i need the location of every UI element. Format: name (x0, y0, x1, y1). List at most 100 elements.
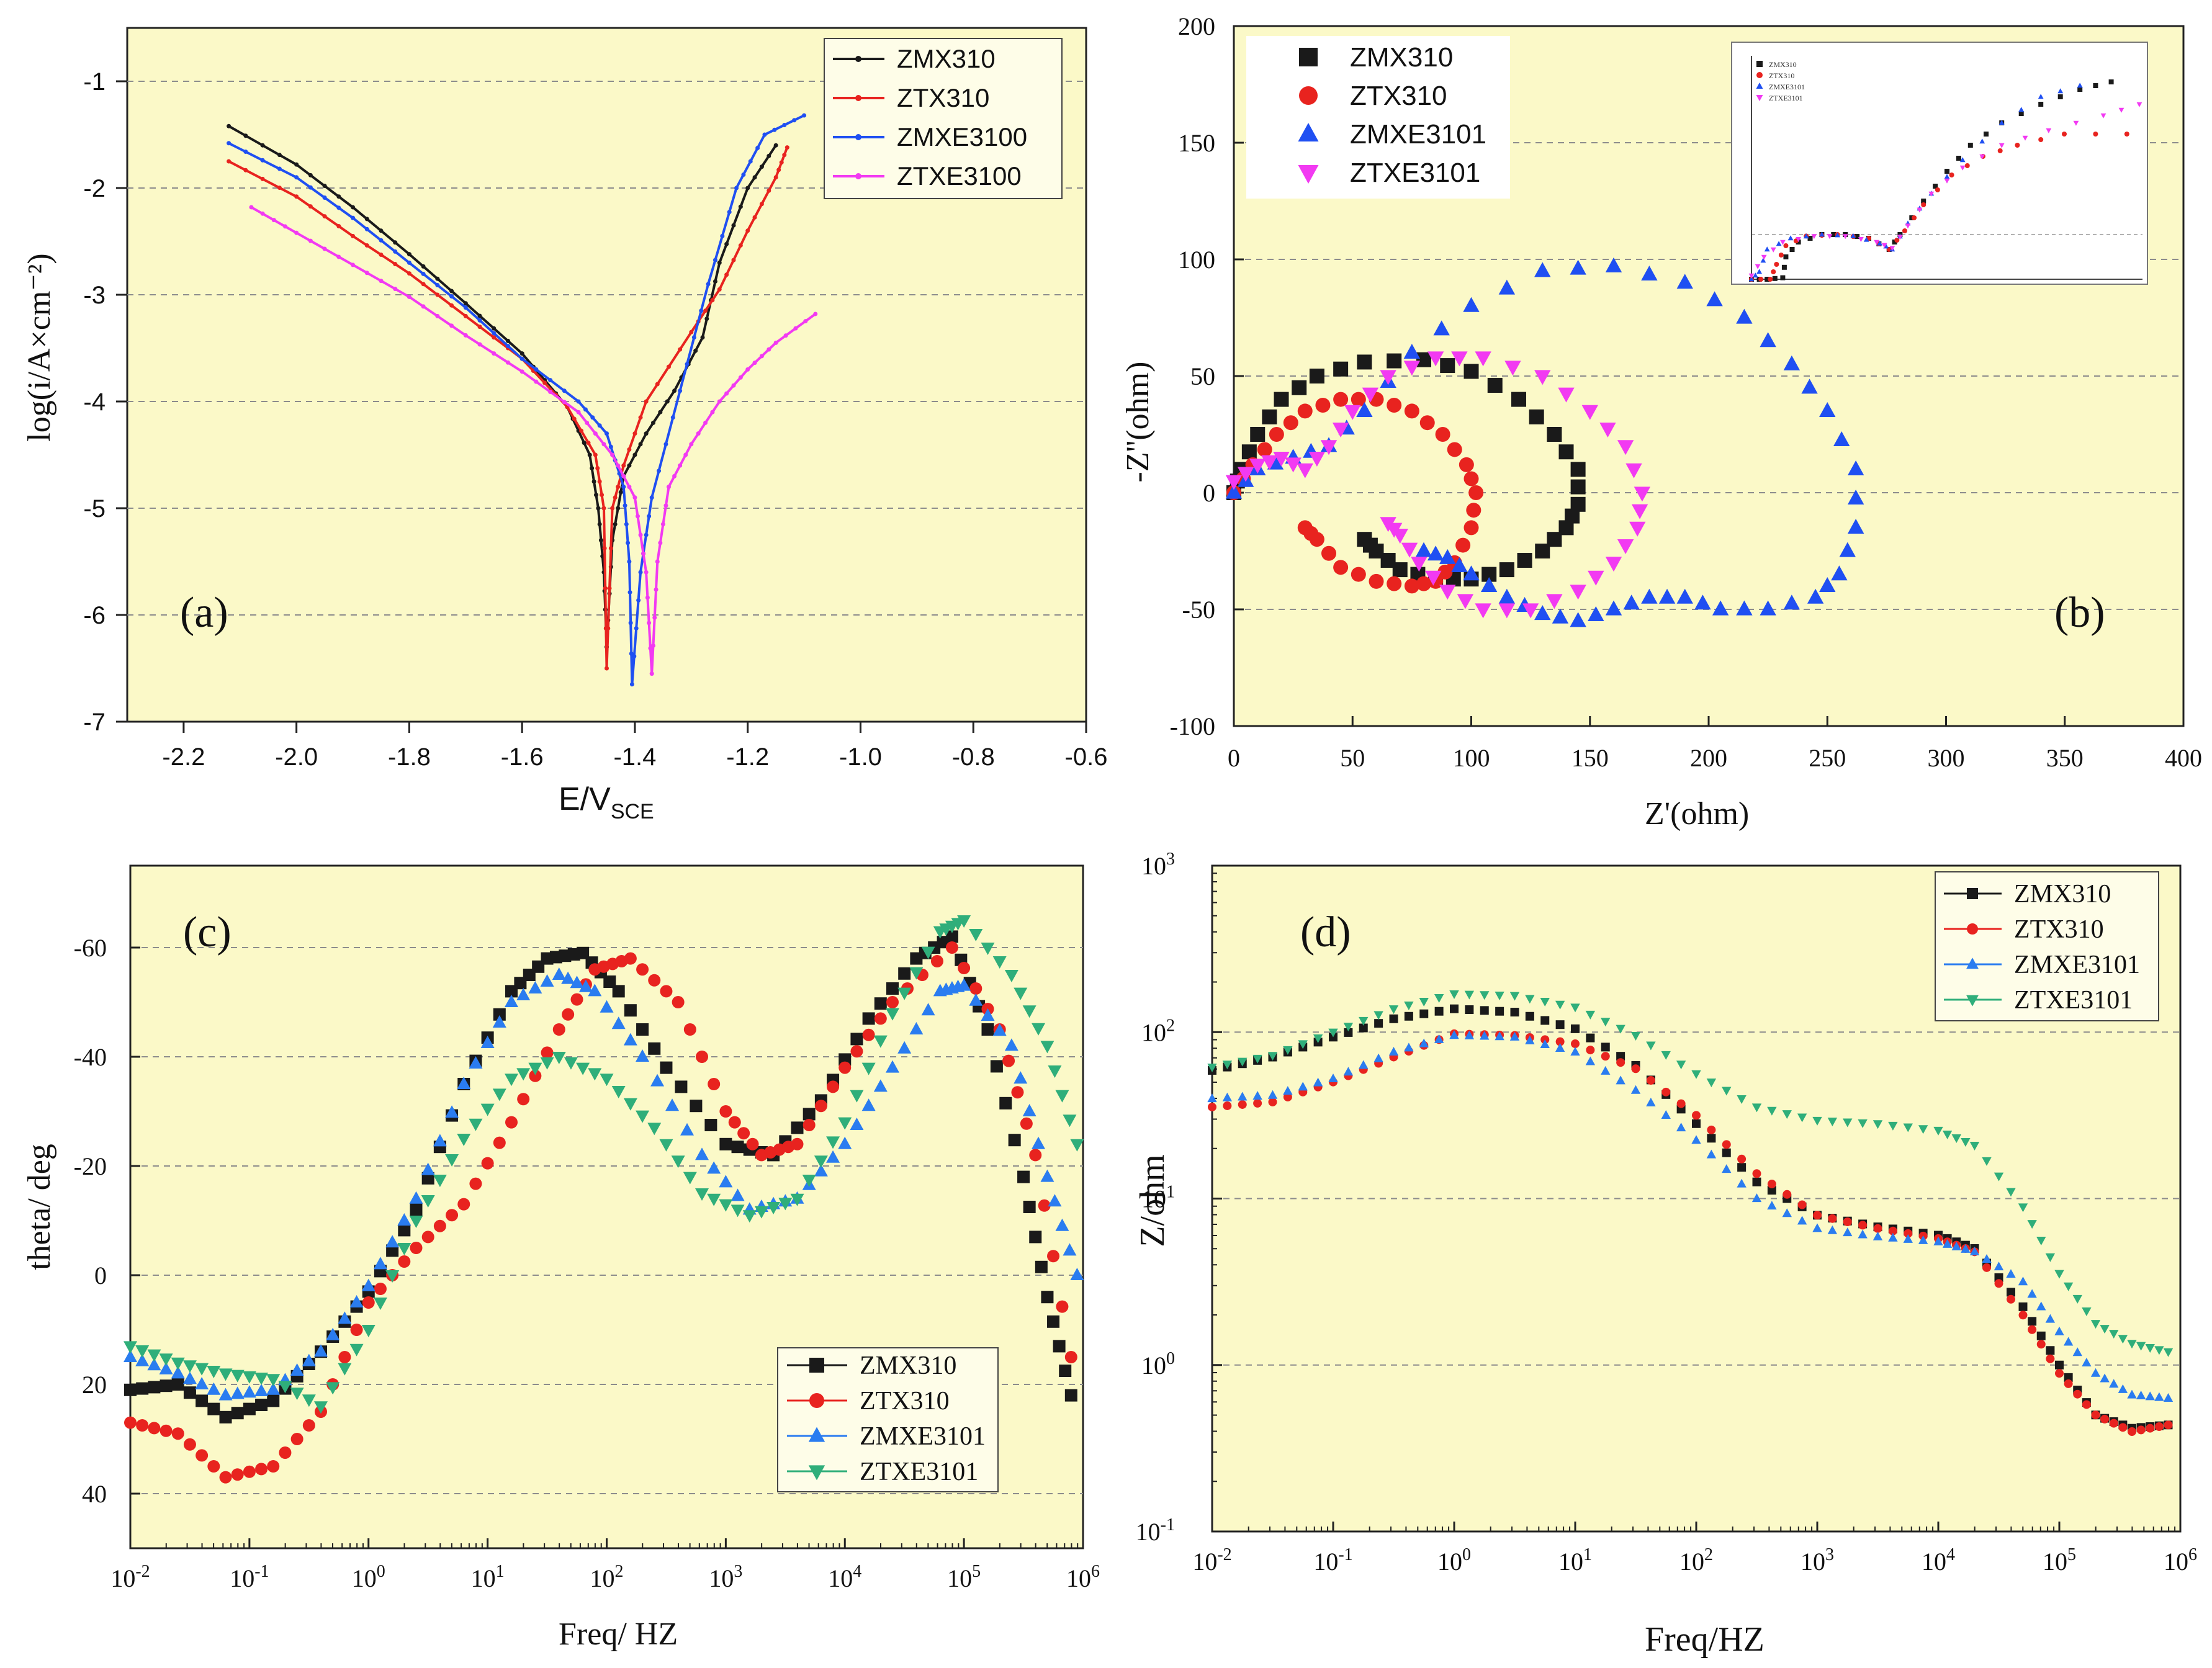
data-point (706, 282, 711, 287)
data-point (767, 153, 771, 158)
data-point (446, 1209, 459, 1222)
data-point (2091, 1410, 2100, 1420)
data-point (260, 143, 265, 148)
data-point (1047, 1250, 1060, 1263)
panel-d-label: (d) (1300, 908, 1351, 956)
data-point (1951, 1134, 1961, 1143)
inset-point (2100, 113, 2106, 119)
y-tick-label: -2 (83, 175, 106, 202)
data-point (1540, 1039, 1550, 1048)
data-point (699, 308, 704, 313)
data-point (597, 479, 602, 484)
data-point (1767, 1180, 1776, 1189)
data-point (1605, 600, 1622, 616)
data-point (886, 1060, 899, 1073)
data-point (1404, 403, 1419, 419)
data-point (1676, 1060, 1686, 1070)
data-point (379, 253, 384, 257)
data-point (710, 410, 715, 415)
data-point (814, 1100, 827, 1113)
data-point (958, 962, 971, 974)
x-tick-label: -1.8 (388, 743, 431, 771)
data-point (909, 967, 924, 980)
panel-c-x-ticks: 10-2 10-1 100 101 102 103 104 105 106 (110, 1538, 1100, 1592)
inset-point (1964, 163, 1970, 168)
data-point (602, 546, 607, 550)
data-point (1004, 970, 1018, 982)
data-point (282, 224, 287, 229)
data-point (791, 1121, 804, 1134)
data-point (752, 215, 757, 220)
inset-point (1755, 264, 1761, 269)
data-point (1767, 1201, 1777, 1210)
data-point (326, 1327, 340, 1340)
data-point (1843, 1227, 1853, 1237)
data-point (1605, 257, 1622, 272)
data-point (572, 416, 577, 421)
data-point (267, 1394, 280, 1407)
y-tick-label: 102 (1141, 1016, 1175, 1046)
data-point (1440, 358, 1455, 374)
data-point (1070, 1139, 1084, 1152)
data-point (351, 205, 356, 210)
data-point (647, 514, 652, 519)
data-point (1918, 1235, 1928, 1244)
data-point (591, 479, 596, 484)
data-point (1011, 1086, 1024, 1099)
data-point (308, 173, 313, 177)
data-point (1736, 600, 1753, 616)
data-point (1646, 1076, 1655, 1085)
data-point (1435, 427, 1450, 442)
data-point (517, 1093, 530, 1106)
data-point (2028, 1325, 2037, 1334)
data-point (713, 258, 717, 262)
data-point (1333, 361, 1349, 377)
series-ZTXE3100 (249, 205, 818, 676)
data-point (314, 1344, 328, 1357)
inset-point (1764, 246, 1770, 252)
legend-label: ZMXE3101 (860, 1422, 986, 1451)
panel-b-y-ticks: 200 150 100 50 0 -50 -100 (1170, 12, 1244, 740)
data-point (290, 1433, 303, 1445)
data-point (759, 202, 764, 207)
x-tick-label: 104 (1922, 1545, 1955, 1576)
legend-label: ZTX310 (897, 83, 989, 112)
data-point (648, 1042, 661, 1055)
data-point (717, 287, 722, 292)
data-point (1722, 1087, 1732, 1096)
data-point (2007, 1294, 2015, 1304)
data-point (731, 383, 736, 388)
data-point (364, 217, 369, 222)
data-point (552, 967, 566, 980)
data-point (254, 1384, 269, 1396)
data-point (790, 1193, 804, 1206)
data-point (407, 252, 411, 257)
data-point (738, 375, 743, 380)
data-point (1238, 1092, 1248, 1101)
data-point (277, 153, 282, 158)
legend-label: ZTXE3100 (897, 161, 1022, 191)
inset-point (1831, 232, 1837, 237)
data-point (603, 586, 608, 591)
data-point (393, 262, 398, 267)
data-point (1797, 1113, 1807, 1123)
data-point (741, 173, 746, 177)
data-point (1616, 1052, 1625, 1061)
data-point (707, 1161, 721, 1174)
data-point (409, 1216, 423, 1228)
data-point (654, 587, 659, 592)
data-point (1558, 387, 1575, 403)
data-point (1315, 398, 1331, 413)
data-point (649, 671, 654, 676)
data-point (1888, 1226, 1897, 1235)
inset-point (1807, 236, 1813, 241)
data-point (590, 415, 595, 420)
inset-point (2038, 94, 2044, 99)
data-point (704, 1119, 717, 1131)
data-point (1401, 542, 1418, 558)
data-point (1646, 1041, 1656, 1051)
data-point (351, 262, 356, 267)
data-point (421, 1172, 434, 1185)
inset-point (2118, 107, 2124, 113)
data-point (505, 995, 518, 1007)
